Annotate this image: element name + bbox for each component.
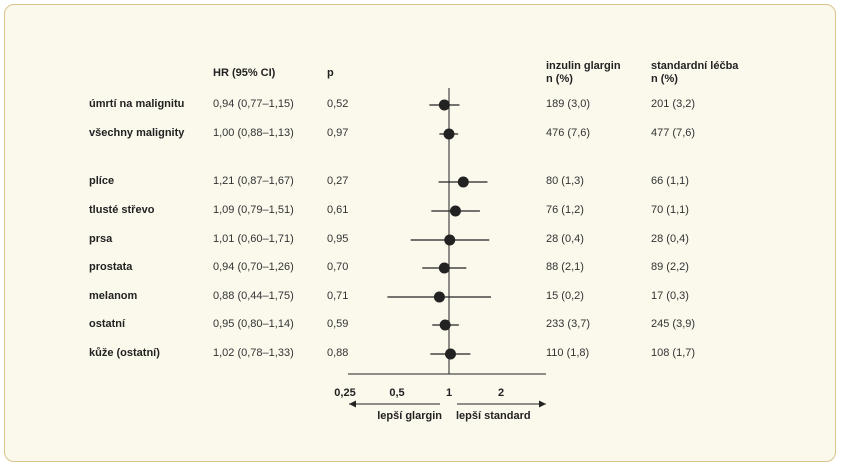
x-tick-label: 0,25 — [334, 387, 355, 399]
header-p: p — [327, 67, 334, 79]
header-standard-unit: n (%) — [651, 73, 678, 85]
row-p: 0,61 — [327, 204, 349, 216]
row-standard-n: 28 (0,4) — [651, 233, 689, 245]
hr-point — [438, 99, 450, 111]
row-standard-n: 70 (1,1) — [651, 204, 689, 216]
row-p: 0,70 — [327, 261, 349, 273]
row-hr: 1,01 (0,60–1,71) — [213, 233, 294, 245]
arrow-right-head — [539, 400, 546, 408]
hr-point — [438, 262, 450, 274]
x-tick-label: 2 — [498, 387, 504, 399]
hr-point — [457, 176, 469, 188]
row-standard-n: 17 (0,3) — [651, 290, 689, 302]
hr-point — [444, 348, 456, 360]
row-hr: 0,94 (0,77–1,15) — [213, 98, 294, 110]
row-label: ostatní — [89, 318, 126, 330]
header-glargin: inzulin glargin — [546, 60, 621, 72]
figure-panel — [4, 4, 836, 462]
row-hr: 1,09 (0,79–1,51) — [213, 204, 294, 216]
row-standard-n: 245 (3,9) — [651, 318, 696, 330]
row-p: 0,27 — [327, 175, 349, 187]
row-standard-n: 108 (1,7) — [651, 347, 696, 359]
row-p: 0,52 — [327, 98, 349, 110]
row-hr: 0,94 (0,70–1,26) — [213, 261, 294, 273]
row-standard-n: 201 (3,2) — [651, 98, 696, 110]
row-hr: 1,21 (0,87–1,67) — [213, 175, 294, 187]
row-p: 0,59 — [327, 318, 349, 330]
row-label: prostata — [89, 261, 133, 273]
row-label: všechny malignity — [89, 127, 185, 139]
row-label: tlusté střevo — [89, 204, 155, 216]
header-standard: standardní léčba — [651, 60, 739, 72]
row-glargin-n: 110 (1,8) — [546, 347, 590, 359]
row-hr: 1,02 (0,78–1,33) — [213, 347, 294, 359]
row-glargin-n: 15 (0,2) — [546, 290, 584, 302]
row-glargin-n: 476 (7,6) — [546, 127, 591, 139]
row-label: kůže (ostatní) — [89, 347, 160, 359]
hr-point — [443, 128, 455, 140]
row-glargin-n: 76 (1,2) — [546, 204, 584, 216]
x-tick-label: 0,5 — [389, 387, 404, 399]
row-glargin-n: 88 (2,1) — [546, 261, 584, 273]
row-standard-n: 477 (7,6) — [651, 127, 696, 139]
row-hr: 0,95 (0,80–1,14) — [213, 318, 294, 330]
row-glargin-n: 80 (1,3) — [546, 175, 584, 187]
row-label: plíce — [89, 175, 115, 187]
row-hr: 1,00 (0,88–1,13) — [213, 127, 294, 139]
row-glargin-n: 233 (3,7) — [546, 318, 591, 330]
row-p: 0,97 — [327, 127, 349, 139]
row-p: 0,88 — [327, 347, 349, 359]
row-glargin-n: 28 (0,4) — [546, 233, 584, 245]
row-standard-n: 89 (2,2) — [651, 261, 689, 273]
right-arrow-label: lepší standard — [456, 410, 531, 422]
row-label: prsa — [89, 233, 113, 245]
header-hr: HR (95% CI) — [213, 67, 276, 79]
hr-point — [449, 205, 461, 217]
hr-point — [439, 319, 451, 331]
row-p: 0,95 — [327, 233, 349, 245]
hr-point — [444, 234, 456, 246]
row-glargin-n: 189 (3,0) — [546, 98, 591, 110]
row-p: 0,71 — [327, 290, 349, 302]
row-hr: 0,88 (0,44–1,75) — [213, 290, 294, 302]
row-standard-n: 66 (1,1) — [651, 175, 689, 187]
row-label: melanom — [89, 290, 138, 302]
hr-point — [433, 291, 445, 303]
x-tick-label: 1 — [446, 387, 452, 399]
header-glargin-unit: n (%) — [546, 73, 573, 85]
arrow-left-head — [349, 400, 356, 408]
left-arrow-label: lepší glargin — [377, 410, 442, 422]
row-label: úmrtí na malignitu — [89, 98, 185, 110]
